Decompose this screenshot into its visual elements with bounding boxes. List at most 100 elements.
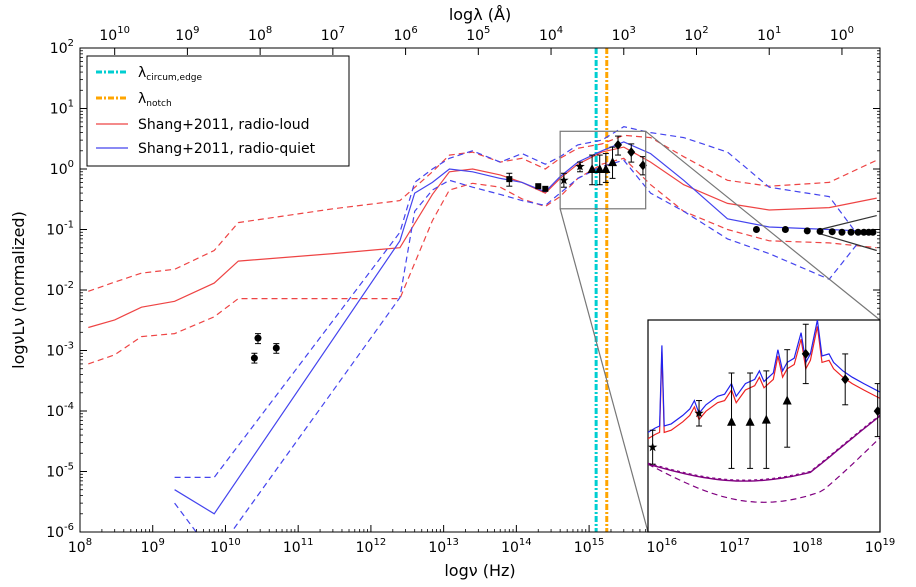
plot-frame: [79, 47, 881, 533]
x-tick-label-11: 1019: [865, 537, 896, 556]
inset-radio-quiet-line: [648, 320, 880, 433]
x-tick-label-0: 108: [68, 537, 92, 556]
circle-point: [860, 228, 868, 236]
legend-entry-circum-edge: λcircum,edge: [96, 65, 202, 83]
top-tick-label-8: 102: [684, 25, 708, 44]
y-axis-title: logνLν (normalized): [9, 211, 28, 369]
y-tick-label-8: 102: [50, 38, 74, 57]
top-tick-label-3: 107: [321, 25, 345, 44]
zoom-connector-right: [645, 130, 881, 321]
series-line-4: [174, 126, 859, 478]
circle-point: [272, 344, 280, 352]
series-line-6: [819, 215, 877, 231]
circle-point: [838, 228, 846, 236]
inset-frame: [647, 319, 881, 533]
legend-box: [86, 55, 350, 167]
x-tick-label-5: 1013: [428, 537, 459, 556]
x-tick-label-1: 109: [141, 537, 165, 556]
diamond-point: [627, 147, 636, 158]
x-tick-label-3: 1011: [283, 537, 314, 556]
triangle-point: [595, 164, 605, 173]
x-tick-label-9: 1017: [719, 537, 750, 556]
star-point: [559, 175, 569, 185]
legend: λcircum,edge λnotch Shang+2011, radio-lo…: [86, 55, 350, 167]
top-tick-label-10: 100: [830, 25, 854, 44]
top-tick-label-6: 104: [539, 25, 563, 44]
y-tick-label-2: 10-4: [46, 401, 74, 420]
triangle-point: [587, 164, 597, 173]
y-tick-label-4: 10-2: [46, 280, 74, 299]
top-tick-label-7: 103: [612, 25, 636, 44]
circle-point: [847, 228, 855, 236]
y-tick-label-6: 100: [50, 159, 74, 178]
square-point: [535, 183, 542, 190]
x-tick-label-7: 1015: [574, 537, 605, 556]
series-line-2: [88, 157, 877, 365]
x-tick-label-2: 1010: [210, 537, 241, 556]
inset-panel: [647, 319, 881, 533]
top-tick-label-1: 109: [175, 25, 199, 44]
top-tick-label-0: 1010: [99, 25, 130, 44]
y-tick-label-7: 101: [50, 99, 74, 118]
circle-point: [854, 228, 862, 236]
inset-model-line: [648, 415, 880, 482]
inset-star-point: [694, 408, 704, 418]
circle-point: [781, 226, 789, 233]
x-tick-label-4: 1012: [356, 537, 387, 556]
legend-label-notch: λnotch: [138, 91, 172, 109]
top-tick-label-9: 101: [757, 25, 781, 44]
inset-star-point: [648, 442, 658, 452]
top-tick-label-2: 108: [248, 25, 272, 44]
inset-triangle-point: [745, 416, 755, 426]
series-line-3: [174, 141, 859, 515]
inset-triangle-point: [727, 416, 737, 426]
y-tick-label-0: 10-6: [46, 522, 74, 541]
inset-triangle-point: [782, 395, 792, 405]
triangle-point: [608, 157, 618, 167]
top-axis-title: logλ (Å): [449, 5, 511, 24]
x-tick-label-6: 1014: [501, 537, 532, 556]
y-tick-label-3: 10-3: [46, 341, 74, 360]
top-tick-label-4: 106: [393, 25, 417, 44]
triangle-point: [601, 164, 611, 173]
legend-label-circum-edge: λcircum,edge: [138, 65, 202, 83]
series-line-1: [88, 134, 877, 292]
legend-entry-radio-loud: Shang+2011, radio-loud: [96, 117, 310, 133]
zoom-indicator: [559, 130, 881, 533]
inset-diamond-point: [801, 348, 810, 359]
series-line-5: [174, 159, 859, 532]
star-point: [575, 161, 585, 171]
top-tick-label-5: 105: [466, 25, 490, 44]
inset-content: [648, 320, 880, 503]
diamond-point: [638, 160, 647, 171]
x-tick-label-10: 1018: [792, 537, 823, 556]
y-tick-label-1: 10-5: [46, 462, 74, 481]
circle-point: [254, 334, 262, 342]
series-line-7: [819, 233, 877, 252]
legend-label-radio-loud: Shang+2011, radio-loud: [138, 117, 310, 133]
zoom-box: [559, 130, 647, 210]
circle-point: [869, 228, 877, 236]
circle-point: [816, 227, 824, 235]
x-tick-label-8: 1016: [647, 537, 678, 556]
diamond-point: [614, 139, 623, 150]
circle-point: [803, 227, 811, 235]
inset-radio-loud-line: [648, 326, 880, 440]
legend-entry-radio-quiet: Shang+2011, radio-quiet: [96, 141, 316, 157]
legend-label-radio-quiet: Shang+2011, radio-quiet: [138, 141, 316, 157]
x-axis-title: logν (Hz): [444, 561, 515, 580]
square-point: [542, 185, 549, 192]
square-point: [506, 176, 513, 183]
inset-model-dashed-line: [648, 437, 880, 503]
inset-diamond-point: [873, 406, 880, 417]
circle-point: [828, 228, 836, 236]
y-tick-label-5: 10-1: [46, 220, 74, 239]
zoom-connector-left: [559, 208, 649, 533]
inset-diamond-point: [841, 374, 850, 385]
legend-entry-notch: λnotch: [96, 91, 172, 109]
plot-area: [88, 48, 877, 532]
circle-point: [752, 226, 760, 233]
inset-triangle-point: [761, 414, 771, 424]
circle-point: [250, 354, 258, 362]
